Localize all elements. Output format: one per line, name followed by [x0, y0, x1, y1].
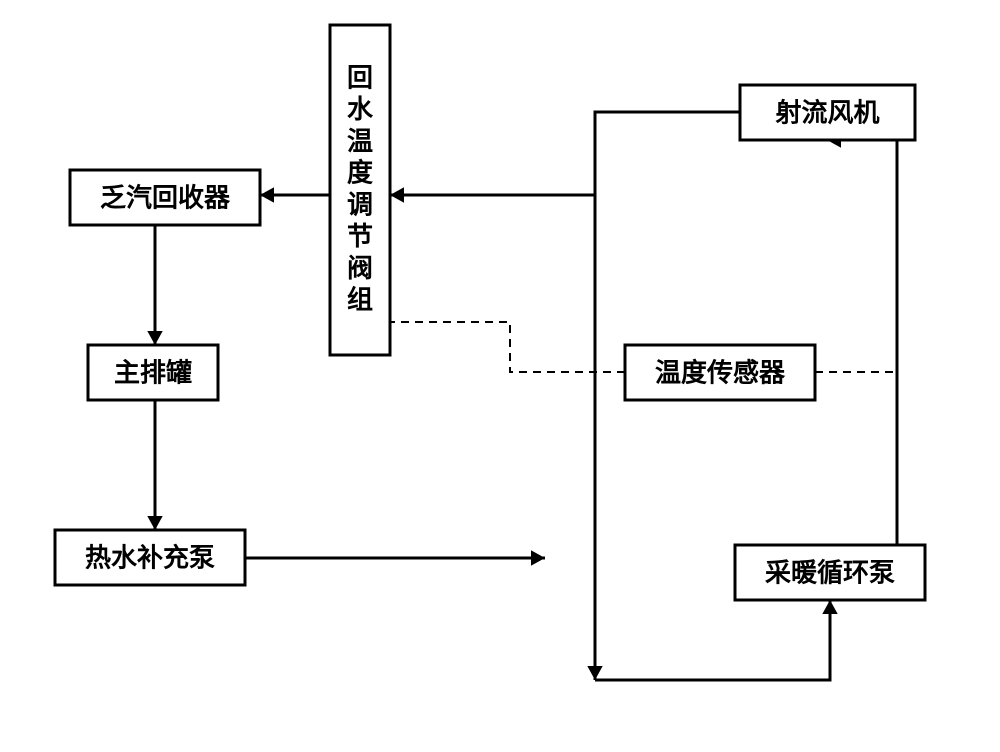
- node-label-heating_pump: 采暖循环泵: [765, 559, 895, 588]
- flow-diagram: 射流风机乏汽回收器 回水温度调节阀组主排罐 温度传感器热水补充泵采暖循环泵: [0, 0, 1000, 752]
- edge-heatpump-to-jetfan: [827, 140, 897, 545]
- edge-sensor-to-valve: [390, 322, 625, 372]
- node-label-return_valve: 度: [347, 158, 373, 188]
- node-label-hot_water_pump: 热水补充泵: [85, 543, 215, 573]
- node-label-temp_sensor: 温度传感器: [655, 358, 786, 388]
- node-label-return_valve: 阀: [347, 254, 373, 283]
- node-label-return_valve: 调: [347, 190, 373, 219]
- node-label-return_valve: 组: [347, 285, 373, 315]
- node-label-return_valve: 回: [347, 64, 373, 93]
- node-label-return_valve: 温: [347, 127, 373, 156]
- node-label-jet_fan: 射流风机: [774, 99, 879, 128]
- edge-jetfan-to-valve: [390, 112, 740, 195]
- edge-bottom-to-heatpump: [595, 600, 830, 680]
- arrowhead: [390, 187, 404, 202]
- arrowhead: [822, 600, 837, 614]
- node-label-return_valve: 节: [347, 222, 373, 251]
- arrowhead: [147, 331, 162, 345]
- node-label-main_tank: 主排罐: [114, 358, 192, 388]
- arrowhead: [147, 516, 162, 530]
- node-label-steam_recovery: 乏汽回收器: [100, 184, 231, 213]
- arrowhead: [587, 666, 602, 680]
- arrowhead: [531, 550, 545, 565]
- node-label-return_valve: 水: [347, 95, 374, 124]
- arrowhead: [260, 187, 274, 202]
